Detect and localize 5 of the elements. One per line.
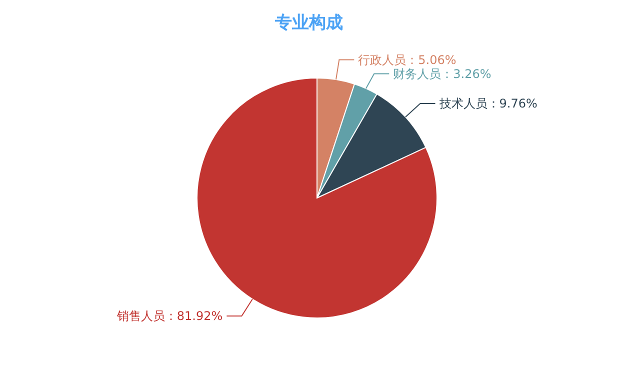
- slice-label: 销售人员：81.92%: [116, 309, 223, 324]
- slice-label: 行政人员：5.06%: [358, 52, 456, 67]
- chart-title: 专业构成: [274, 13, 343, 33]
- slice-label: 技术人员：9.76%: [438, 96, 538, 110]
- slice-label: 财务人员：3.26%: [393, 66, 492, 81]
